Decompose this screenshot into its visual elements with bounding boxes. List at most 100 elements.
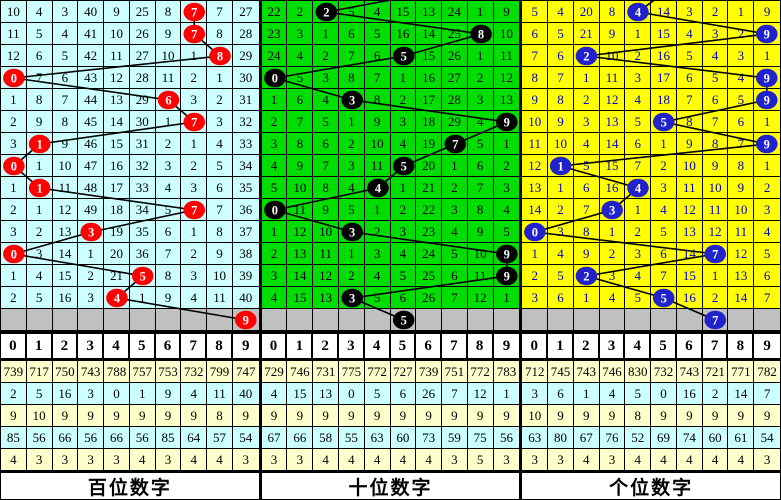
digit-header-cell: 6: [676, 334, 703, 358]
digit-header-cell: 8: [728, 334, 755, 358]
stats-cell: 15: [287, 383, 314, 405]
separator-row-cell: [52, 309, 79, 331]
trend-grid-cell: 4: [364, 265, 391, 287]
trend-grid-cell: 9: [364, 111, 391, 133]
stats-cell: 80: [548, 427, 574, 449]
trend-grid-cell: 4: [754, 221, 780, 243]
stats-cell: 9: [78, 405, 105, 427]
digit-header-cell: 9: [232, 334, 259, 358]
trend-grid-cell: 8: [599, 1, 626, 23]
trend-grid-cell: 2: [548, 199, 574, 221]
units-stats-table: 712 745 743 746 830 732 743 721 771 782 3 6 1 4 5 0 16 2 1…: [522, 361, 780, 471]
trend-grid-cell: 17: [104, 177, 130, 199]
trend-grid-cell: 2: [261, 111, 288, 133]
stats-cell: 74: [676, 427, 703, 449]
stats-cell: 60: [390, 427, 417, 449]
trend-grid-cell: 7: [364, 67, 391, 89]
trend-grid-cell: 31: [129, 133, 156, 155]
separator-row-cell: [702, 309, 729, 331]
digit-header-cell: 2: [52, 334, 79, 358]
trend-grid-cell: 1: [754, 155, 780, 177]
stats-cell: 3: [754, 449, 780, 471]
trend-grid-cell: 2: [522, 265, 549, 287]
trend-grid-cell: 5: [364, 287, 391, 309]
trend-grid-cell: 3: [728, 45, 755, 67]
stats-cell: 799: [207, 361, 233, 383]
digit-header-cell: 0: [1, 334, 27, 358]
trend-grid-cell: 6: [651, 243, 677, 265]
trend-grid-cell: [493, 265, 520, 287]
trend-grid-cell: 13: [313, 287, 339, 309]
trend-grid-cell: 38: [232, 243, 259, 265]
trend-grid-cell: 2: [364, 221, 391, 243]
stats-cell: 830: [625, 361, 652, 383]
trend-grid-cell: 4: [364, 1, 391, 23]
stats-cell: 58: [313, 427, 339, 449]
trend-grid-cell: 12: [104, 67, 130, 89]
trend-grid-cell: [1, 67, 27, 89]
trend-grid-cell: 4: [287, 45, 314, 67]
trend-grid-cell: 15: [416, 45, 443, 67]
digit-header-cell: 7: [442, 334, 468, 358]
trend-grid-cell: [364, 177, 391, 199]
trend-grid-cell: 8: [313, 177, 339, 199]
trend-grid-cell: 5: [442, 243, 468, 265]
trend-grid-cell: 5: [207, 155, 233, 177]
trend-grid-cell: 4: [26, 1, 53, 23]
trend-grid-cell: 27: [442, 67, 468, 89]
trend-grid-cell: 7: [754, 287, 780, 309]
stats-cell: 54: [754, 427, 780, 449]
trend-grid-cell: [181, 199, 208, 221]
trend-grid-cell: 2: [338, 133, 365, 155]
digit-header-cell: 1: [26, 334, 53, 358]
separator-row-cell: [261, 309, 288, 331]
trend-grid-cell: 7: [338, 45, 365, 67]
trend-grid-cell: 39: [232, 265, 259, 287]
stats-cell: 712: [522, 361, 549, 383]
trend-grid-cell: 19: [104, 221, 130, 243]
separator-row-cell: [599, 309, 626, 331]
trend-grid-cell: 10: [155, 45, 182, 67]
digit-header-cell: 4: [364, 334, 391, 358]
trend-grid-cell: 2: [181, 67, 208, 89]
trend-grid-cell: 3: [1, 221, 27, 243]
stats-cell: 775: [338, 361, 365, 383]
trend-grid-cell: 9: [522, 89, 549, 111]
trend-grid-cell: 32: [129, 155, 156, 177]
trend-grid-cell: 12: [313, 265, 339, 287]
stats-cell: 4: [676, 449, 703, 471]
trend-grid-cell: 8: [548, 89, 574, 111]
trend-grid-cell: 11: [493, 45, 520, 67]
trend-grid-cell: 3: [181, 265, 208, 287]
tens-panel-title: 十位数字: [261, 471, 520, 499]
trend-grid-cell: 2: [625, 221, 652, 243]
trend-grid-cell: 13: [676, 221, 703, 243]
trend-grid-cell: 8: [155, 265, 182, 287]
panel-hundreds-digit: 10 4 3 40 9 25 8 7 27 11 5 4 41 10 26 9 8 28 12 6 5 42 11 27 10 1…: [1, 1, 259, 499]
stats-cell: 0: [651, 383, 677, 405]
trend-grid-cell: 1: [261, 221, 288, 243]
trend-grid-cell: 13: [599, 111, 626, 133]
separator-row-cell: [232, 309, 259, 331]
stats-cell: 9: [728, 405, 755, 427]
stats-cell: 9: [442, 405, 468, 427]
trend-grid-cell: 3: [338, 155, 365, 177]
trend-grid-cell: 9: [493, 1, 520, 23]
trend-grid-cell: 5: [338, 199, 365, 221]
trend-grid-cell: 2: [78, 265, 105, 287]
trend-grid-cell: 34: [129, 199, 156, 221]
trend-grid-cell: 2: [702, 1, 729, 23]
trend-grid-cell: 7: [26, 67, 53, 89]
trend-grid-cell: 23: [261, 23, 288, 45]
stats-cell: 717: [26, 361, 53, 383]
stats-cell: 9: [548, 405, 574, 427]
stats-cell: 9: [364, 405, 391, 427]
hundreds-panel-title: 百位数字: [1, 471, 259, 499]
stats-cell: 40: [232, 383, 259, 405]
trend-grid-cell: 16: [651, 45, 677, 67]
trend-grid-cell: 8: [207, 23, 233, 45]
trend-grid-cell: 7: [467, 177, 494, 199]
trend-grid-cell: 4: [573, 133, 600, 155]
trend-grid-cell: 3: [442, 199, 468, 221]
